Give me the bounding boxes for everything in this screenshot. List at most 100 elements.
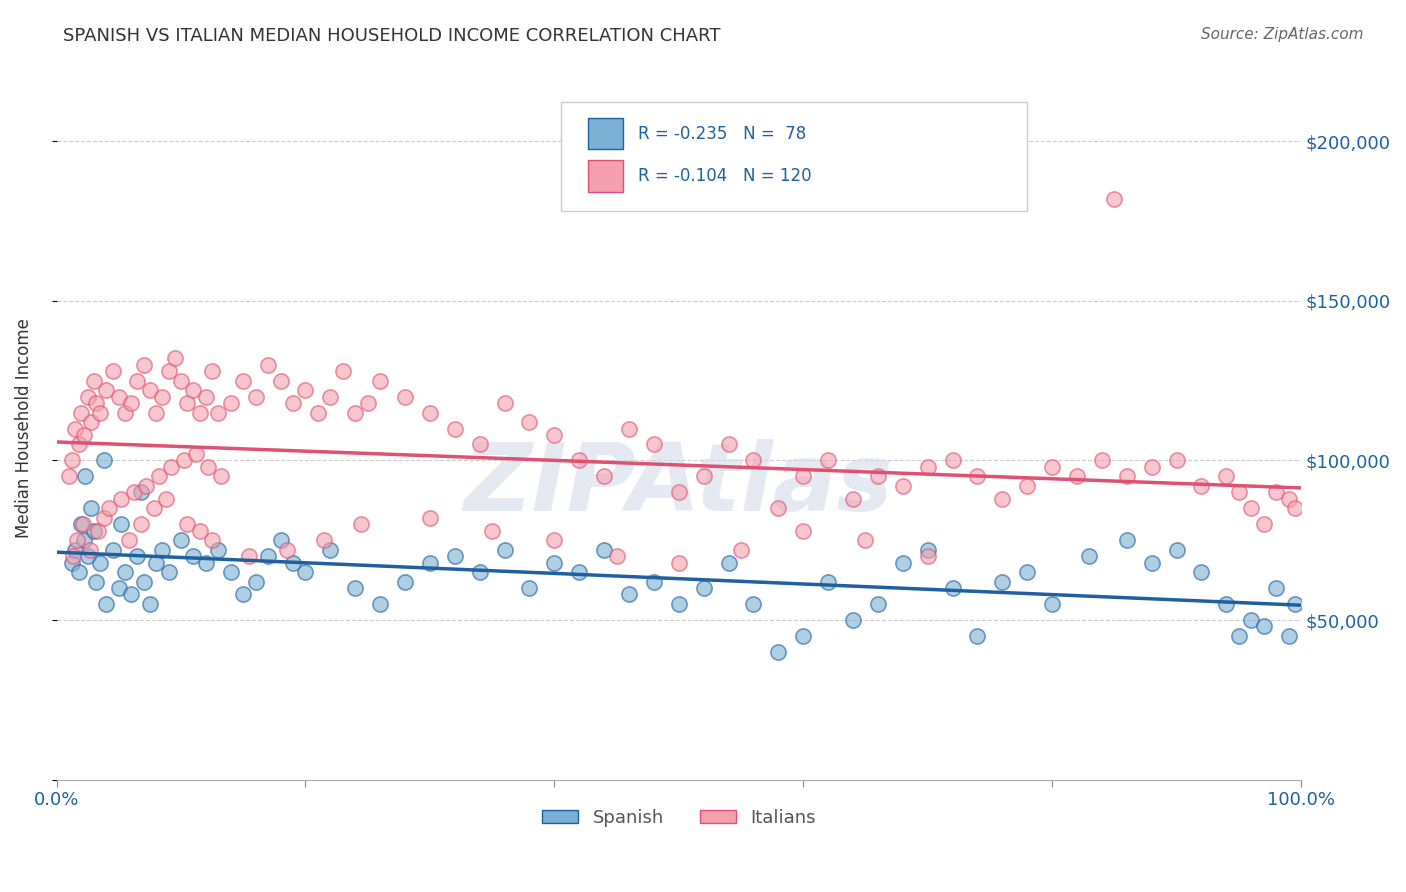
Point <box>593 469 616 483</box>
Y-axis label: Median Household Income: Median Household Income <box>15 318 32 539</box>
Point <box>742 453 765 467</box>
Point <box>118 533 141 548</box>
Point <box>344 406 367 420</box>
Point <box>86 574 108 589</box>
Point <box>891 479 914 493</box>
Point <box>966 469 988 483</box>
Point <box>792 629 814 643</box>
Point <box>281 396 304 410</box>
Point <box>176 396 198 410</box>
Text: R = -0.104   N = 120: R = -0.104 N = 120 <box>638 167 811 185</box>
Point <box>543 428 565 442</box>
Point <box>419 406 441 420</box>
Point <box>207 406 229 420</box>
Point <box>65 542 87 557</box>
Point <box>108 390 131 404</box>
Point <box>742 597 765 611</box>
Point <box>792 469 814 483</box>
Point <box>1115 469 1137 483</box>
Point <box>127 549 149 564</box>
Point <box>314 533 336 548</box>
Point <box>142 501 165 516</box>
Point <box>101 364 124 378</box>
Point <box>942 581 965 595</box>
Point <box>83 524 105 538</box>
Point <box>468 565 491 579</box>
Point <box>494 542 516 557</box>
Point <box>692 581 714 595</box>
Point <box>73 428 96 442</box>
FancyBboxPatch shape <box>561 102 1028 211</box>
Point <box>120 587 142 601</box>
Point <box>519 581 541 595</box>
Point <box>842 613 865 627</box>
Point <box>139 597 162 611</box>
Point <box>730 542 752 557</box>
Point <box>991 574 1014 589</box>
Point <box>238 549 260 564</box>
Point <box>110 517 132 532</box>
Point <box>58 469 80 483</box>
Point <box>72 517 94 532</box>
Point <box>717 556 740 570</box>
Point <box>942 453 965 467</box>
Point <box>1166 542 1188 557</box>
Point <box>108 581 131 595</box>
Point <box>114 565 136 579</box>
Point <box>891 556 914 570</box>
Point <box>86 396 108 410</box>
Point <box>219 565 242 579</box>
Point <box>188 524 211 538</box>
Text: R = -0.235   N =  78: R = -0.235 N = 78 <box>638 125 806 143</box>
Point <box>188 406 211 420</box>
Point <box>127 374 149 388</box>
Point <box>368 597 391 611</box>
Point <box>1240 613 1263 627</box>
Point <box>357 396 380 410</box>
Point <box>1277 629 1299 643</box>
Point <box>668 597 690 611</box>
Point <box>96 597 118 611</box>
Point <box>519 415 541 429</box>
Point <box>170 533 193 548</box>
Point <box>966 629 988 643</box>
Point <box>332 364 354 378</box>
Point <box>481 524 503 538</box>
Point <box>606 549 628 564</box>
Point <box>232 587 254 601</box>
Point <box>80 501 103 516</box>
Point <box>1091 453 1114 467</box>
Point <box>96 383 118 397</box>
Point <box>1265 581 1288 595</box>
Point <box>1104 192 1126 206</box>
Point <box>76 390 98 404</box>
Point <box>62 549 84 564</box>
Point <box>219 396 242 410</box>
Point <box>443 421 465 435</box>
Point <box>319 390 342 404</box>
Point <box>83 374 105 388</box>
Point <box>101 542 124 557</box>
Point <box>79 542 101 557</box>
Point <box>209 469 232 483</box>
Bar <box>588 160 623 192</box>
Text: ZIPAtlas: ZIPAtlas <box>464 439 894 531</box>
Point <box>145 556 167 570</box>
Point <box>350 517 373 532</box>
Point <box>145 406 167 420</box>
Point <box>120 396 142 410</box>
Point <box>1277 491 1299 506</box>
Point <box>67 437 90 451</box>
Point <box>89 556 111 570</box>
Point <box>129 517 152 532</box>
Point <box>344 581 367 595</box>
Point <box>73 533 96 548</box>
Point <box>183 549 205 564</box>
Point <box>855 533 877 548</box>
Bar <box>588 118 623 150</box>
Point <box>89 406 111 420</box>
Point <box>60 556 83 570</box>
Point <box>692 469 714 483</box>
Point <box>93 453 115 467</box>
Point <box>281 556 304 570</box>
